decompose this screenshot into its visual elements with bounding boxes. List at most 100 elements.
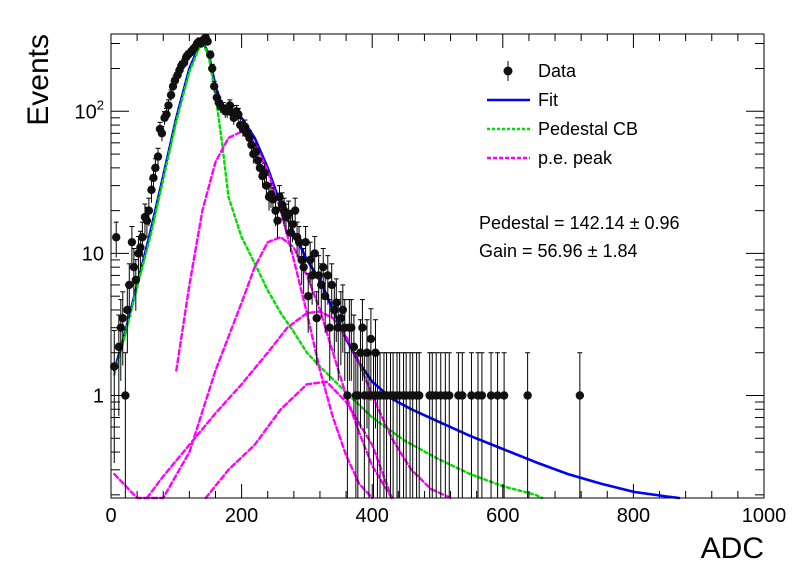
data-point-marker xyxy=(349,342,359,352)
data-point-marker xyxy=(336,313,346,323)
data-point-marker xyxy=(523,391,532,400)
data-point-marker xyxy=(301,237,310,247)
data-point-marker xyxy=(330,305,339,315)
x-tick-label: 400 xyxy=(356,505,389,527)
data-point xyxy=(523,352,532,498)
fit-result-value: Gain = 56.96 xyxy=(479,241,588,261)
data-point-marker xyxy=(307,271,317,280)
pe-peak-curve-4 xyxy=(204,380,393,500)
data-point xyxy=(138,221,147,258)
data-point-marker xyxy=(323,271,332,280)
data-point-marker xyxy=(253,156,263,165)
data-point-marker xyxy=(127,237,137,247)
data-point xyxy=(203,37,212,46)
data-point-marker xyxy=(166,90,176,100)
data-point-marker xyxy=(162,110,171,119)
data-point xyxy=(125,263,134,318)
pe-peak-curve-1 xyxy=(175,130,374,500)
data-point xyxy=(366,308,376,401)
data-point xyxy=(209,80,219,92)
y-axis-label: Events xyxy=(22,34,55,126)
data-point-marker xyxy=(317,280,326,290)
data-point xyxy=(415,352,424,498)
data-point xyxy=(206,50,215,59)
fit-result-line: Gain = 56.96 ± 1.84 xyxy=(479,241,638,261)
data-point xyxy=(575,352,585,498)
data-point-marker xyxy=(110,362,119,371)
y-tick-base: 10 xyxy=(75,101,97,123)
data-point-marker xyxy=(144,206,154,215)
data-point-marker xyxy=(415,391,424,400)
data-point xyxy=(347,299,356,381)
data-point-marker xyxy=(112,233,121,242)
data-point-marker xyxy=(208,64,217,73)
data-point-marker xyxy=(123,305,132,315)
x-tick-label: 200 xyxy=(225,505,258,527)
data-point xyxy=(153,147,163,167)
data-point xyxy=(458,352,467,498)
pedestal-cb-curve xyxy=(113,43,544,500)
x-tick-label: 800 xyxy=(617,505,650,527)
data-point xyxy=(499,352,509,498)
data-point xyxy=(118,291,127,366)
data-point-marker xyxy=(343,391,352,400)
pe-peak-curve-3 xyxy=(145,310,452,500)
x-tick-label: 1000 xyxy=(742,505,787,527)
data-point-marker xyxy=(325,323,334,332)
legend-label: Data xyxy=(538,61,577,81)
x-tick-label: 600 xyxy=(486,505,519,527)
y-tick-base: 10 xyxy=(82,243,104,265)
legend-label: Fit xyxy=(538,90,558,110)
x-tick-label: 0 xyxy=(105,505,116,527)
y-tick-label: 1 xyxy=(93,386,104,408)
data-point xyxy=(127,226,137,264)
data-point xyxy=(273,206,282,238)
legend-marker xyxy=(503,66,513,76)
data-point xyxy=(493,352,502,498)
data-point xyxy=(290,197,300,227)
data-point-marker xyxy=(136,243,145,252)
data-point-marker xyxy=(304,291,313,301)
legend-item: Pedestal CB xyxy=(487,119,638,139)
legend-item: p.e. peak xyxy=(487,148,613,168)
data-point xyxy=(157,125,167,142)
data-point-marker xyxy=(151,163,160,173)
data-point-marker xyxy=(575,391,585,400)
data-point xyxy=(131,259,141,311)
legend-label: Pedestal CB xyxy=(538,119,638,139)
data-point-marker xyxy=(486,391,496,400)
legend-item: Data xyxy=(503,61,577,81)
data-point-marker xyxy=(225,101,235,110)
data-point-marker xyxy=(203,37,212,46)
data-point xyxy=(314,255,323,305)
data-point-marker xyxy=(157,129,167,138)
fit-result-error: 0.96 xyxy=(640,213,680,233)
x-axis-label: ADC xyxy=(701,532,764,565)
data-point-marker xyxy=(147,185,156,195)
y-tick-label: 102 xyxy=(75,97,104,123)
data-point-marker xyxy=(499,391,509,400)
data-point-marker xyxy=(338,305,348,315)
data-point-marker xyxy=(164,101,173,110)
data-point xyxy=(112,221,121,258)
data-point xyxy=(144,197,154,227)
data-point-marker xyxy=(284,209,293,219)
data-point xyxy=(486,352,496,498)
fit-result-error: 1.84 xyxy=(597,241,637,261)
data-point-marker xyxy=(366,334,376,344)
data-point-marker xyxy=(149,173,158,183)
data-point-marker xyxy=(319,262,328,272)
data-point xyxy=(319,247,328,295)
data-point-marker xyxy=(125,280,134,290)
data-point-marker xyxy=(290,206,300,215)
data-point-marker xyxy=(294,237,304,247)
y-tick-label: 10 xyxy=(82,243,104,265)
data-point-marker xyxy=(268,195,278,204)
data-point xyxy=(358,299,367,381)
fit-result-value: Pedestal = 142.14 xyxy=(479,213,630,233)
data-point-marker xyxy=(273,216,282,225)
plot-frame xyxy=(110,33,765,499)
data-point-marker xyxy=(334,323,343,332)
